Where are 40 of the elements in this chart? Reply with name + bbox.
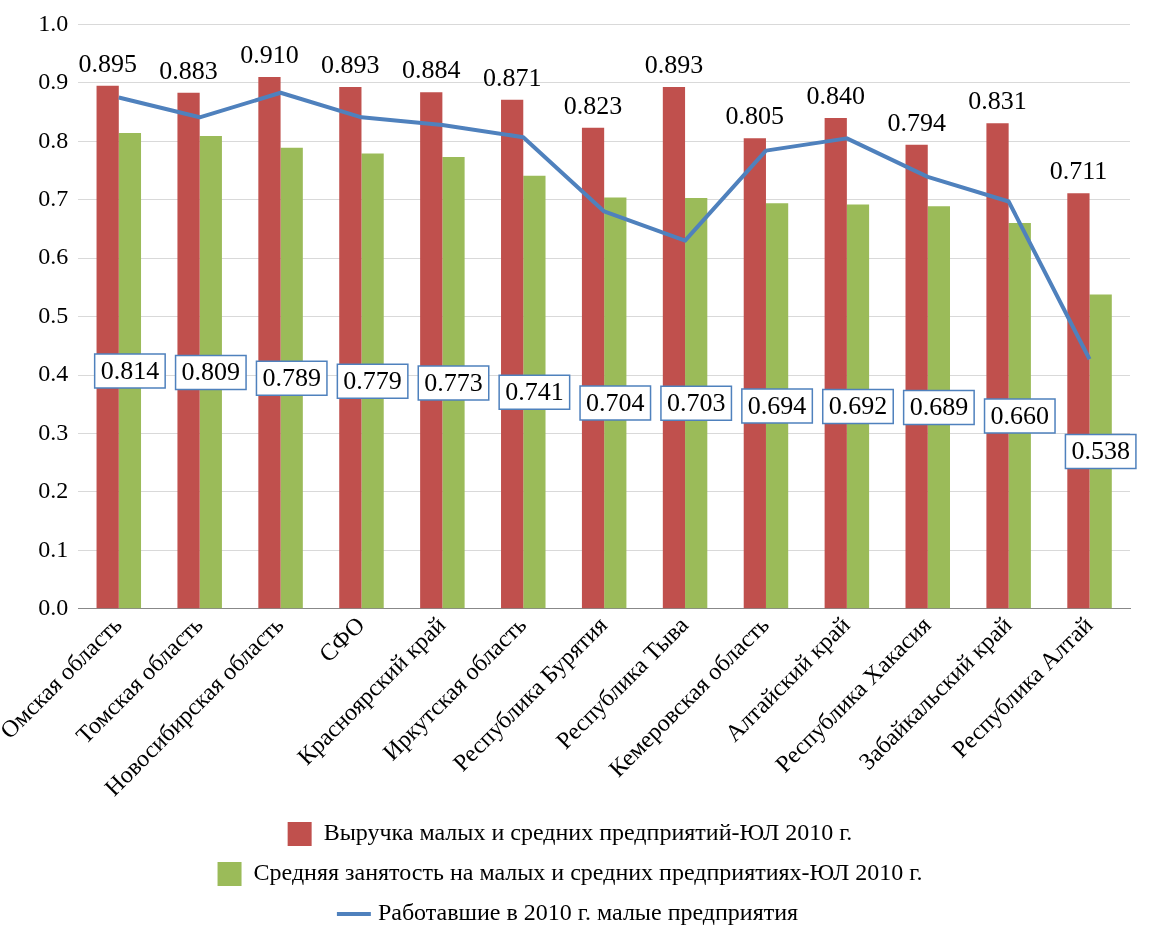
data-label: 0.694	[747, 390, 807, 420]
legend-label: Выручка малых и средних предприятий-ЮЛ 2010 г.	[323, 819, 853, 846]
y-tick-label: 0.6	[38, 243, 69, 270]
data-label: 0.660	[990, 400, 1050, 430]
data-label: 0.840	[806, 80, 865, 110]
data-label: 0.910	[240, 39, 299, 69]
y-tick-label: 0.0	[38, 594, 69, 621]
data-label: 0.883	[159, 55, 218, 85]
y-tick-label: 0.4	[38, 360, 69, 387]
data-label: 0.789	[262, 363, 321, 393]
data-label: 0.773	[424, 367, 483, 397]
legend-label: Работавшие в 2010 г. малые предприятия	[377, 899, 799, 926]
data-label: 0.794	[887, 107, 946, 137]
data-label: 0.704	[586, 387, 645, 417]
data-label: 0.893	[644, 49, 704, 79]
y-tick-label: 0.3	[38, 418, 69, 445]
data-label: 0.895	[78, 48, 137, 78]
y-tick-label: 0.8	[38, 126, 69, 153]
data-label: 0.538	[1071, 436, 1130, 466]
data-label: 0.809	[181, 357, 241, 387]
data-label: 0.711	[1049, 156, 1108, 186]
data-label: 0.823	[563, 90, 623, 120]
y-tick-label: 1.0	[38, 9, 69, 36]
y-tick-label: 0.1	[38, 535, 69, 562]
legend-label: Средняя занятость на малых и средних предприятиях-ЮЛ 2010 г.	[253, 859, 923, 886]
data-label: 0.831	[968, 85, 1027, 115]
y-tick-label: 0.7	[38, 185, 69, 212]
data-label: 0.703	[666, 388, 726, 418]
data-label: 0.814	[100, 355, 160, 385]
y-tick-label: 0.5	[38, 301, 69, 328]
y-tick-label: 0.2	[38, 477, 69, 504]
data-label: 0.779	[343, 366, 402, 395]
data-label: 0.805	[725, 101, 785, 131]
data-label: 0.689	[909, 392, 969, 422]
y-tick-label: 0.9	[38, 68, 69, 95]
data-label: 0.893	[321, 49, 380, 79]
data-label: 0.871	[482, 62, 542, 92]
data-label: 0.692	[828, 391, 888, 421]
data-label: 0.741	[505, 377, 564, 407]
data-label: 0.884	[402, 55, 461, 85]
